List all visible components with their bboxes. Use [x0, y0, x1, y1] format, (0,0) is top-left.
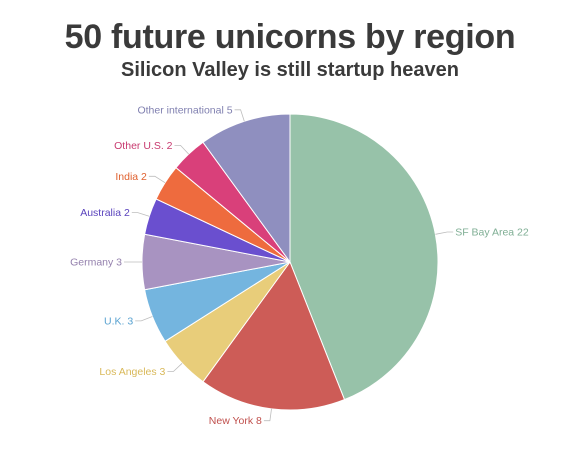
slice-label-sf-bay-area: SF Bay Area 22: [455, 227, 529, 239]
leader-line-india: [148, 175, 166, 184]
leader-line-other-international: [234, 109, 245, 122]
slice-label-germany: Germany 3: [70, 257, 122, 269]
chart-title: 50 future unicorns by region: [64, 18, 516, 56]
slice-label-india: India 2: [115, 171, 147, 183]
leader-line-australia: [131, 212, 150, 217]
pie-slice-other-international: [202, 113, 291, 264]
leader-line-u-k: [135, 316, 153, 322]
slice-label-other-international: Other international 5: [137, 104, 232, 116]
slice-label-new-york: New York 8: [209, 415, 262, 427]
pie-slice-sf-bay-area: [289, 113, 439, 401]
pie-slice-new-york: [202, 260, 346, 411]
chart-subtitle: Silicon Valley is still startup heaven: [121, 59, 459, 81]
slice-label-other-u-s: Other U.S. 2: [114, 140, 173, 152]
slice-label-los-angeles: Los Angeles 3: [99, 366, 165, 378]
leader-line-sf-bay-area: [435, 231, 454, 235]
leader-line-los-angeles: [167, 363, 183, 372]
slice-label-australia: Australia 2: [80, 207, 130, 219]
leader-line-new-york: [263, 408, 272, 422]
leader-line-other-u-s: [174, 144, 189, 155]
slice-label-u-k: U.K. 3: [104, 315, 133, 327]
